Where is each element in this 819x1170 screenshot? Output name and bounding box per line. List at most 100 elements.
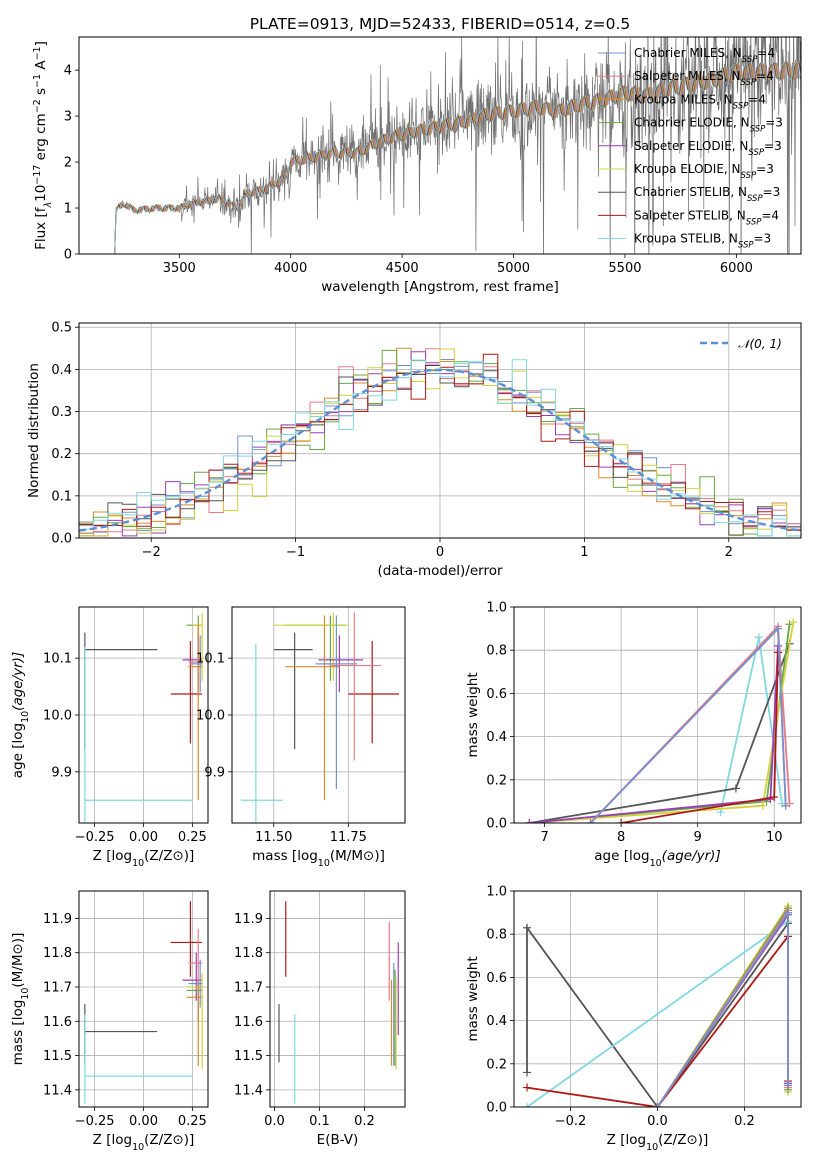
y-tick-label: 0.2 xyxy=(486,773,507,788)
x-tick-label: 7 xyxy=(540,830,548,845)
age-vs-metallicity-panel: −0.25 0.00 0.25 9.9 10.0 10.1 Z [log10(Z/Z⊙)] a… xyxy=(10,606,209,869)
weight-line xyxy=(656,909,789,1107)
y-tick-label: 0.1 xyxy=(51,489,72,504)
x-tick-label: −0.2 xyxy=(555,1114,587,1129)
y-tick-label: 0.0 xyxy=(486,817,507,832)
mass-vs-metallicity-panel: −0.25 0.00 0.25 11.4 11.5 11.6 11.7 11.8 11.9 Z [… xyxy=(10,890,209,1153)
y-tick-label: 11.4 xyxy=(234,1083,263,1098)
x-axis-label: E(B-V) xyxy=(317,1132,359,1148)
y-tick-label: 10.1 xyxy=(196,652,225,667)
y-tick-label: 0.4 xyxy=(51,363,72,378)
age-vs-mass-panel: 11.50 11.75 9.9 10.0 10.1 mass [log10(M/M⊙)] xyxy=(196,606,406,869)
plot-area xyxy=(114,37,801,254)
plot-area xyxy=(84,612,203,823)
x-tick-label: 1 xyxy=(580,545,588,560)
x-tick-label: 5500 xyxy=(608,261,641,276)
weight-point-marker xyxy=(525,819,534,823)
x-tick-label: 0.2 xyxy=(354,1114,375,1129)
y-axis-label: age [log10(age/yr)] xyxy=(10,652,31,778)
y-tick-label: 11.5 xyxy=(234,1049,263,1064)
x-tick-label: 0.25 xyxy=(178,1114,207,1129)
weight-point-marker xyxy=(617,819,626,823)
legend-label: Kroupa ELODIE, NSSP=3 xyxy=(634,162,774,181)
weight-vs-metallicity-panel: −0.2 0.0 0.2 0.0 0.2 0.4 0.6 0.8 1.0 Z [log10(Z/Z… xyxy=(465,885,802,1153)
model-spectrum-line xyxy=(114,60,801,254)
x-axis-label: Z [log10(Z/Z⊙)] xyxy=(93,1132,195,1153)
legend-label: Salpeter MILES, NSSP=4 xyxy=(634,69,774,88)
x-axis-label: Z [log10(Z/Z⊙)] xyxy=(93,848,195,869)
weight-line xyxy=(526,922,789,1107)
y-tick-label: 0.2 xyxy=(486,1057,507,1072)
y-tick-label: 0.6 xyxy=(486,971,507,986)
y-tick-label: 0.4 xyxy=(486,730,507,745)
x-tick-label: 2 xyxy=(725,545,733,560)
legend-label: Chabrier ELODIE, NSSP=3 xyxy=(634,116,783,135)
x-tick-label: 0.0 xyxy=(647,1114,668,1129)
normal-distribution-curve xyxy=(79,368,801,532)
plot-area xyxy=(79,347,801,538)
y-tick-label: 11.6 xyxy=(234,1015,263,1030)
y-tick-label: 11.7 xyxy=(43,981,72,996)
y-tick-label: 0.8 xyxy=(486,644,507,659)
x-axis-label: (data-model)/error xyxy=(377,563,503,579)
x-tick-label: 5000 xyxy=(497,261,530,276)
y-tick-label: 11.9 xyxy=(43,912,72,927)
mass-vs-ebv-panel: 0.0 0.1 0.2 11.4 11.5 11.6 11.7 11.8 11.9 E(B-V) xyxy=(234,890,406,1148)
x-axis-label: age [log10(age/yr)] xyxy=(594,848,720,869)
weight-point-marker xyxy=(758,801,767,810)
legend-label: Salpeter ELODIE, NSSP=3 xyxy=(634,139,782,158)
y-tick-label: 2 xyxy=(64,156,72,171)
y-tick-label: 9.9 xyxy=(204,765,225,780)
x-tick-label: −0.25 xyxy=(75,830,115,845)
plot-area xyxy=(278,901,399,1104)
y-tick-label: 0 xyxy=(64,248,72,263)
y-tick-label: 11.7 xyxy=(234,981,263,996)
weight-point-marker xyxy=(783,908,792,917)
plot-area xyxy=(525,618,798,823)
legend-label: 𝒩(0, 1) xyxy=(738,337,782,351)
x-tick-label: 9 xyxy=(694,830,702,845)
x-tick-label: 0.25 xyxy=(178,830,207,845)
x-tick-label: 0 xyxy=(436,545,444,560)
figure-title: PLATE=0913, MJD=52433, FIBERID=0514, z=0… xyxy=(250,15,631,33)
x-tick-label: 11.75 xyxy=(330,830,367,845)
y-tick-label: 0.0 xyxy=(486,1101,507,1116)
axes-frame xyxy=(78,36,802,255)
x-tick-label: 0.1 xyxy=(309,1114,330,1129)
legend-label: Kroupa MILES, NSSP=4 xyxy=(634,92,766,111)
weight-line xyxy=(589,626,787,823)
x-tick-label: 10 xyxy=(766,830,783,845)
x-tick-label: 6000 xyxy=(720,261,753,276)
y-tick-label: 0.2 xyxy=(51,447,72,462)
y-tick-label: 1.0 xyxy=(486,885,507,900)
y-tick-label: 11.6 xyxy=(43,1015,72,1030)
weight-point-marker xyxy=(653,1103,662,1107)
y-tick-label: 11.5 xyxy=(43,1049,72,1064)
y-tick-label: 11.8 xyxy=(234,946,263,961)
x-tick-label: −1 xyxy=(286,545,305,560)
x-tick-label: 0.0 xyxy=(264,1114,285,1129)
weight-point-marker xyxy=(774,624,783,633)
y-tick-label: 0.6 xyxy=(486,687,507,702)
weight-point-marker xyxy=(523,1103,532,1107)
legend-label: Chabrier MILES, NSSP=4 xyxy=(634,46,775,65)
weight-line xyxy=(529,643,791,823)
weight-point-marker xyxy=(781,801,790,810)
y-axis-label: mass weight xyxy=(465,956,481,1041)
weight-point-marker xyxy=(785,799,794,808)
legend-label: Kroupa STELIB, NSSP=3 xyxy=(634,232,771,251)
y-tick-label: 1.0 xyxy=(486,601,507,616)
axes-frame xyxy=(513,606,802,824)
y-axis-label: mass weight xyxy=(465,672,481,757)
y-tick-label: 4 xyxy=(64,64,72,79)
weight-line xyxy=(529,645,779,823)
axes-frame xyxy=(269,890,406,1108)
weight-point-marker xyxy=(770,793,779,802)
y-tick-label: 0.0 xyxy=(51,532,72,547)
plot-area xyxy=(523,902,792,1107)
residuals-panel: −2 −1 0 1 2 0.0 0.1 0.2 0.3 0.4 0.5 (data-model)/er… xyxy=(26,321,802,579)
y-tick-label: 11.9 xyxy=(234,912,263,927)
plot-area xyxy=(240,612,400,823)
x-tick-label: 0.00 xyxy=(129,830,158,845)
